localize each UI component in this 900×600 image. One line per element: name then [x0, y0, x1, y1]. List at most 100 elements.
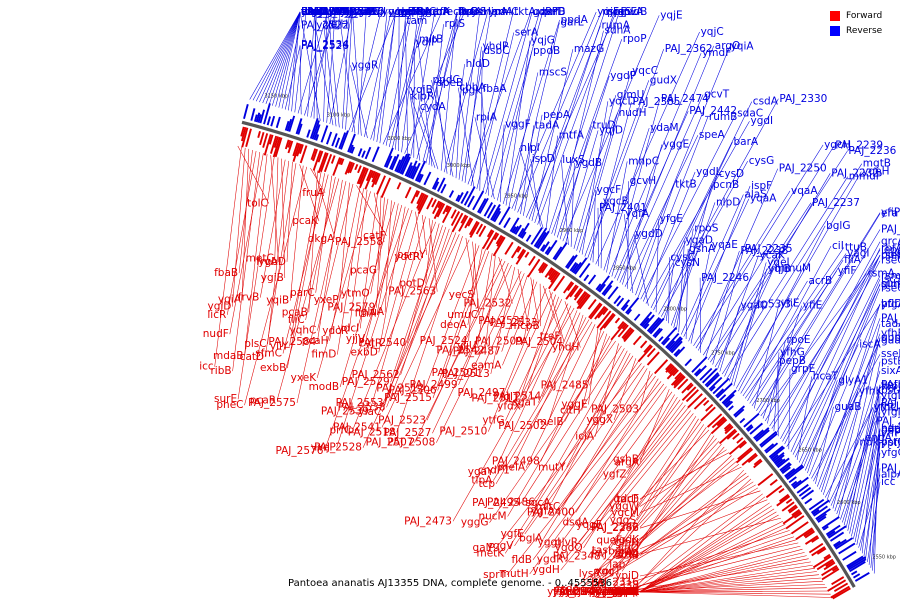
forward-leader-line [639, 478, 752, 583]
reverse-feature [483, 202, 494, 217]
reverse-gene-label: yqaE [712, 239, 738, 251]
forward-gene-label: ygfE [501, 528, 524, 540]
forward-gene-label: PAJ_2576 [275, 445, 323, 457]
reverse-gene-label: PAJ_2496 [336, 6, 384, 18]
forward-feature [338, 157, 343, 165]
forward-leader-line [339, 201, 396, 388]
reverse-gene-label: acrB [809, 275, 833, 287]
forward-feature [769, 479, 778, 486]
reverse-gene-label: PAJ_2129 [881, 462, 900, 474]
forward-feature [376, 175, 386, 195]
forward-feature [673, 374, 685, 387]
forward-feature [643, 344, 652, 353]
forward-leader-line [564, 407, 689, 560]
reverse-feature [440, 183, 447, 194]
forward-leader-line [639, 568, 815, 593]
forward-feature [365, 169, 373, 182]
forward-leader-line [639, 449, 727, 507]
reverse-feature [503, 217, 511, 229]
forward-gene-label: PAJ_2181 [585, 586, 633, 598]
forward-gene-label: PAJ_2579 [327, 302, 375, 314]
reverse-gene-label: barA [734, 136, 759, 148]
reverse-feature [490, 204, 501, 221]
forward-feature [445, 205, 451, 213]
reverse-feature [472, 190, 485, 211]
reverse-leader-line [698, 168, 779, 351]
reverse-gene-label: ygdB [575, 157, 602, 169]
reverse-feature [842, 550, 857, 561]
reverse-leader-line [822, 391, 859, 495]
reverse-gene-label: PAJ_2238 [740, 245, 788, 257]
forward-gene-label: yliY [270, 340, 289, 352]
reverse-leader-line [520, 125, 535, 215]
reverse-feature [722, 393, 735, 406]
reverse-feature [662, 337, 671, 346]
forward-gene-label: yqgF [576, 519, 602, 531]
forward-gene-label: yggV [487, 540, 515, 552]
reverse-leader-line [854, 412, 881, 543]
reverse-feature [394, 159, 402, 172]
reverse-feature [574, 257, 588, 275]
forward-gene-label: yggW [609, 501, 640, 513]
reverse-leader-line [655, 219, 659, 313]
reverse-leader-line [576, 112, 618, 251]
reverse-gene-label: dsbC [483, 45, 509, 57]
reverse-gene-label: tktB [675, 178, 697, 190]
forward-feature [825, 560, 835, 568]
reverse-gene-label: rseA [881, 249, 900, 261]
reverse-gene-label: suhB [881, 278, 900, 290]
forward-feature [317, 152, 327, 174]
forward-feature [735, 448, 754, 464]
reverse-gene-label: yybE [353, 6, 379, 18]
forward-gene-label: metC [246, 253, 274, 265]
reverse-leader-line [350, 65, 368, 139]
reverse-feature [724, 400, 732, 407]
reverse-gene-label: alaS [744, 189, 767, 201]
reverse-leader-line [660, 160, 748, 317]
forward-gene-label: metK [476, 547, 505, 559]
reverse-gene-label: PAJ_2521 [329, 6, 377, 18]
forward-feature [703, 399, 710, 406]
reverse-leader-line [587, 49, 664, 259]
forward-leader-line [589, 333, 608, 386]
forward-gene-label: PAJ_2241 [591, 586, 639, 598]
reverse-feature [263, 103, 271, 125]
genome-backbone [241, 120, 856, 588]
forward-leader-line [520, 345, 622, 504]
reverse-leader-line [559, 125, 592, 240]
forward-gene-label: mprA [592, 586, 621, 598]
kbp-scale-label: 2650 kbp [798, 448, 822, 454]
forward-leader-line [299, 164, 320, 222]
reverse-gene-label: mtfA [559, 130, 585, 142]
forward-feature [340, 158, 345, 166]
reverse-leader-line [528, 25, 601, 220]
reverse-leader-line [719, 305, 740, 372]
forward-gene-label: dkgA [308, 233, 335, 245]
reverse-feature [712, 377, 730, 395]
forward-gene-label: ygdQ [555, 542, 583, 554]
reverse-gene-label: PAJ_2239 [835, 140, 883, 152]
reverse-feature [601, 280, 614, 295]
reverse-feature [770, 446, 785, 460]
forward-leader-line [601, 427, 707, 575]
forward-feature [617, 324, 629, 338]
forward-feature [821, 564, 838, 577]
forward-feature [359, 168, 369, 189]
reverse-gene-label: yfgA [881, 299, 900, 311]
reverse-feature [773, 454, 785, 464]
forward-feature [549, 270, 558, 281]
reverse-gene-label: era [881, 208, 898, 220]
reverse-gene-label: yqcB [603, 196, 629, 208]
reverse-gene-label: rpoE [787, 334, 811, 346]
reverse-gene-label: cysD [719, 168, 745, 180]
forward-leader-line [506, 292, 553, 393]
forward-gene-label: gluA [361, 306, 385, 318]
forward-feature [565, 284, 578, 300]
reverse-gene-label: PAJ_2385 [633, 96, 681, 108]
forward-feature [548, 272, 561, 290]
reverse-feature [315, 134, 320, 141]
reverse-leader-line [364, 11, 392, 137]
reverse-feature [768, 445, 784, 458]
reverse-feature [250, 108, 256, 121]
